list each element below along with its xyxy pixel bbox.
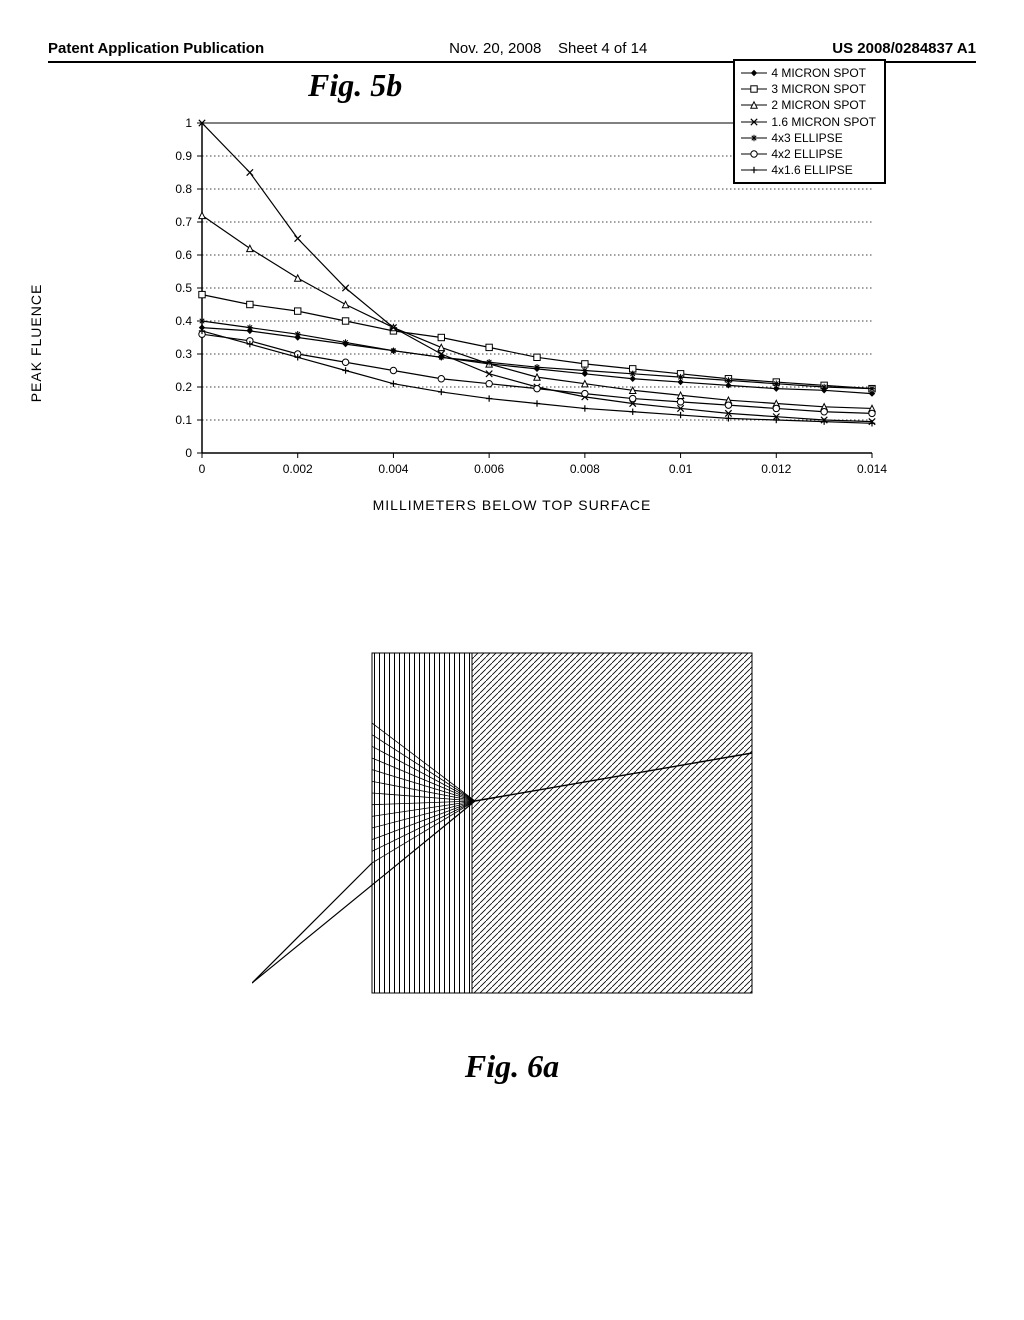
fig5b-xlabel: MILLIMETERS BELOW TOP SURFACE [48,497,976,513]
legend-item: 1.6 MICRON SPOT [741,114,876,130]
header-date: Nov. 20, 2008 [449,40,541,57]
fig6a-title: Fig. 6a [48,1048,976,1085]
legend-label: 2 MICRON SPOT [771,97,866,113]
legend-item: 3 MICRON SPOT [741,81,876,97]
svg-text:0.9: 0.9 [175,149,192,163]
fig6a-container: Fig. 6a [48,633,976,1085]
legend-item: 4x2 ELLIPSE [741,146,876,162]
svg-text:0.014: 0.014 [857,462,887,476]
legend-label: 4x3 ELLIPSE [771,130,842,146]
legend-label: 4 MICRON SPOT [771,65,866,81]
svg-text:0: 0 [199,462,206,476]
legend-item: 2 MICRON SPOT [741,97,876,113]
fig5b-ylabel: PEAK FLUENCE [28,284,44,403]
header-center: Nov. 20, 2008 Sheet 4 of 14 [449,40,647,57]
svg-text:0.2: 0.2 [175,380,192,394]
legend-label: 1.6 MICRON SPOT [771,114,876,130]
header-sheet: Sheet 4 of 14 [558,40,647,57]
fig6a-svg [252,633,772,1033]
fig5b-title: Fig. 5b [308,67,402,104]
legend-label: 4x1.6 ELLIPSE [771,162,852,178]
svg-text:0.8: 0.8 [175,182,192,196]
legend-label: 4x2 ELLIPSE [771,146,842,162]
legend-label: 3 MICRON SPOT [771,81,866,97]
header-left: Patent Application Publication [48,40,264,57]
svg-text:0.006: 0.006 [474,462,504,476]
fig5b-chart: Fig. 5b 4 MICRON SPOT3 MICRON SPOT2 MICR… [48,113,976,573]
svg-text:0.012: 0.012 [761,462,791,476]
svg-text:0.002: 0.002 [283,462,313,476]
svg-text:0.7: 0.7 [175,215,192,229]
svg-text:0.008: 0.008 [570,462,600,476]
svg-text:0.3: 0.3 [175,347,192,361]
legend-item: 4 MICRON SPOT [741,65,876,81]
svg-text:0.004: 0.004 [378,462,408,476]
legend-item: 4x1.6 ELLIPSE [741,162,876,178]
svg-text:0.4: 0.4 [175,314,192,328]
header-right: US 2008/0284837 A1 [832,40,976,57]
legend-item: 4x3 ELLIPSE [741,130,876,146]
svg-text:0: 0 [185,446,192,460]
svg-text:0.5: 0.5 [175,281,192,295]
svg-text:0.01: 0.01 [669,462,693,476]
svg-text:0.6: 0.6 [175,248,192,262]
fig5b-legend: 4 MICRON SPOT3 MICRON SPOT2 MICRON SPOT1… [733,59,886,184]
svg-text:0.1: 0.1 [175,413,192,427]
svg-text:1: 1 [185,116,192,130]
